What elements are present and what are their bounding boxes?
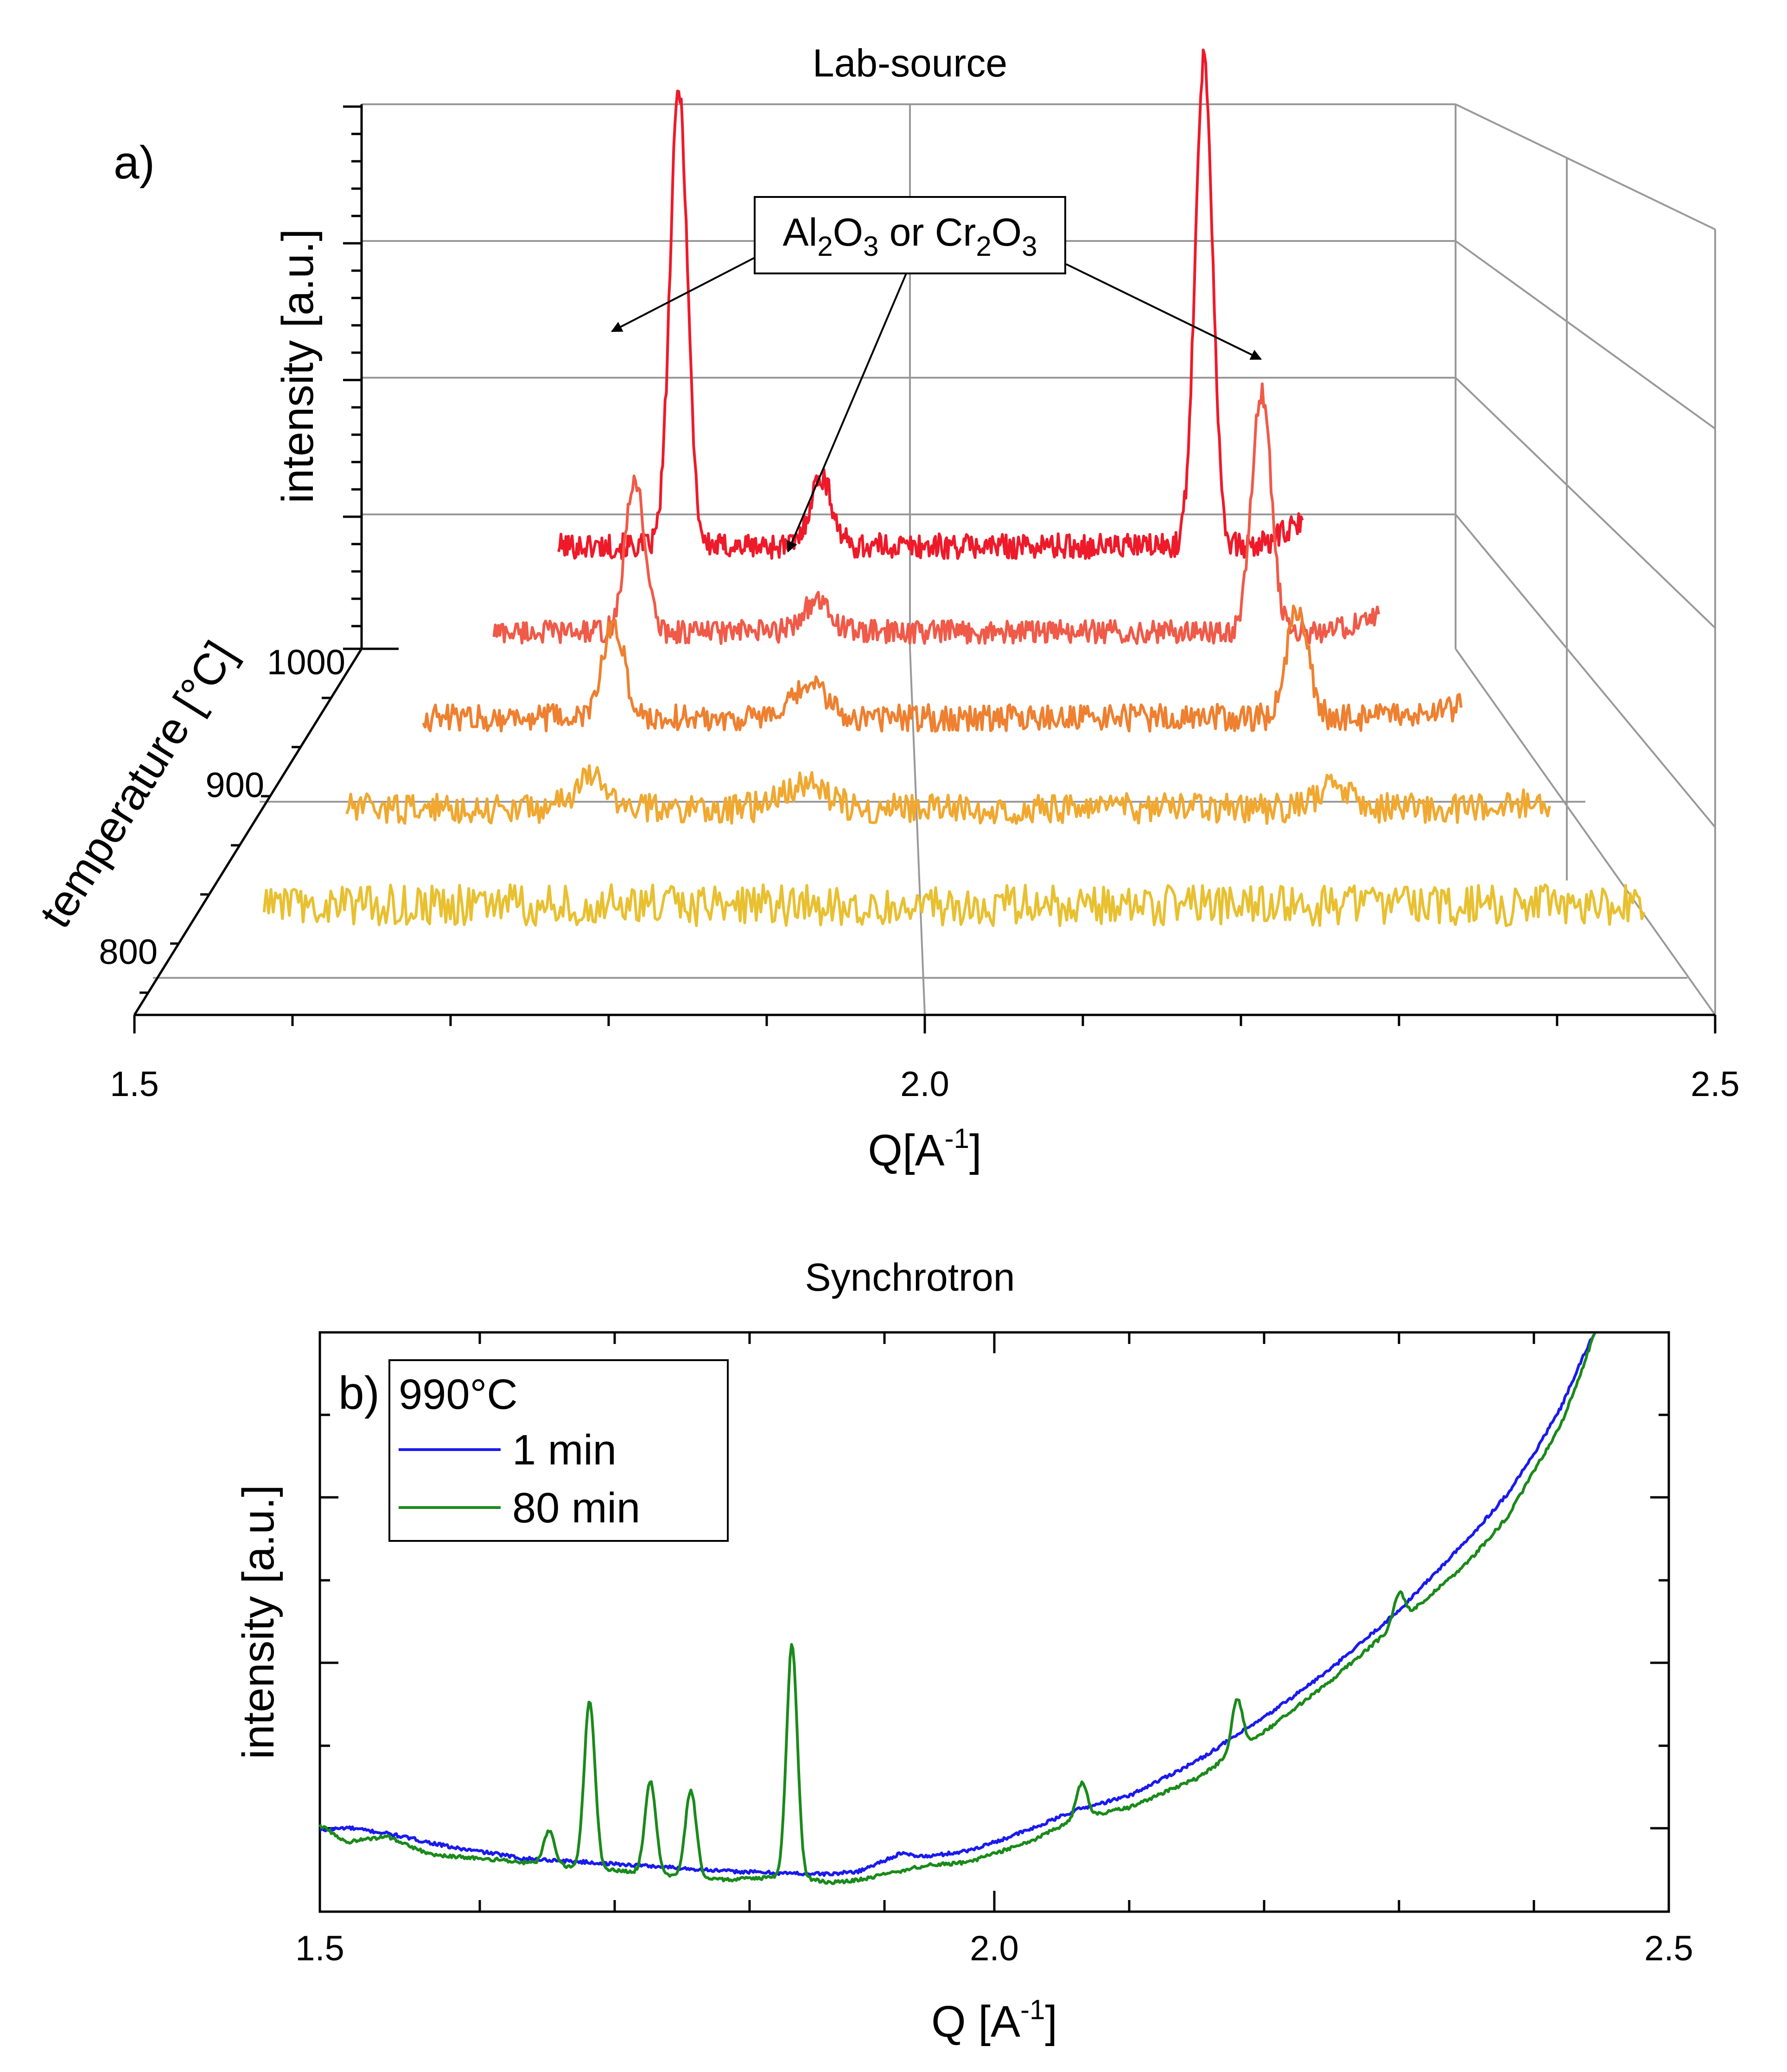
panel-b-x-tick-2.5: 2.5 [1644,1929,1693,1968]
panel-a-x-tick-1.5: 1.5 [110,1065,159,1104]
annotation-box [754,196,1066,274]
panel-a-line-800c [262,883,1646,927]
panel-b-ticks [320,1332,1669,1912]
panel-a-series-group [262,48,1646,927]
panel-b-label: b) [338,1367,380,1419]
panel-a-depth-axis [133,647,399,1016]
annotation-arrow-right [1066,263,1262,360]
panel-a-lab-source: Lab-source a) [30,41,1740,1175]
panel-a-depth-tick-900: 900 [205,766,264,805]
legend-label-80min: 80 min [512,1484,640,1532]
panel-b-y-label: intensity [a.u.] [234,1485,283,1759]
panel-a-x-tick-2.0: 2.0 [900,1065,949,1104]
panel-b-synchrotron: Synchrotron 1.5 2.0 2.5 Q [A-1] intensit… [234,1255,1693,2047]
panel-a-label: a) [114,137,155,189]
annotation-label: Al2O3 or Cr2O3 [783,210,1037,262]
panel-a-line-850c [345,764,1551,825]
panel-b-title: Synchrotron [805,1255,1015,1299]
panel-a-x-axis [133,1014,1717,1033]
panel-a-z-label: intensity [a.u.] [273,229,323,503]
legend-label-1min: 1 min [512,1426,617,1474]
panel-a-depth-tick-800: 800 [99,932,158,972]
panel-a-title: Lab-source [813,41,1007,85]
panel-a-line-1000c [557,48,1304,560]
annotation-arrow-middle [787,273,907,553]
panel-b-x-label: Q [A-1] [931,1994,1057,2047]
panel-a-z-axis [343,104,363,650]
panel-b-legend: b) 990°C 1 min 80 min [338,1359,729,1542]
panel-a-line-950c [492,382,1380,645]
panel-a-line-900c [422,604,1463,733]
panel-b-line-1-min [319,1332,1596,1877]
panel-a-depth-tick-1000: 1000 [267,643,345,682]
legend-title: 990°C [399,1371,518,1418]
panel-b-x-tick-1.5: 1.5 [295,1929,344,1968]
annotation-arrow-left [611,256,756,332]
panel-a-annotation: Al2O3 or Cr2O3 [611,196,1262,553]
panel-b-series-group [318,1332,1596,1885]
panel-b-x-tick-2.0: 2.0 [970,1929,1019,1968]
panel-a-x-label: Q[A-1] [868,1123,981,1175]
panel-b-line-80-min [318,1333,1596,1885]
panel-a-x-tick-2.5: 2.5 [1691,1065,1740,1104]
